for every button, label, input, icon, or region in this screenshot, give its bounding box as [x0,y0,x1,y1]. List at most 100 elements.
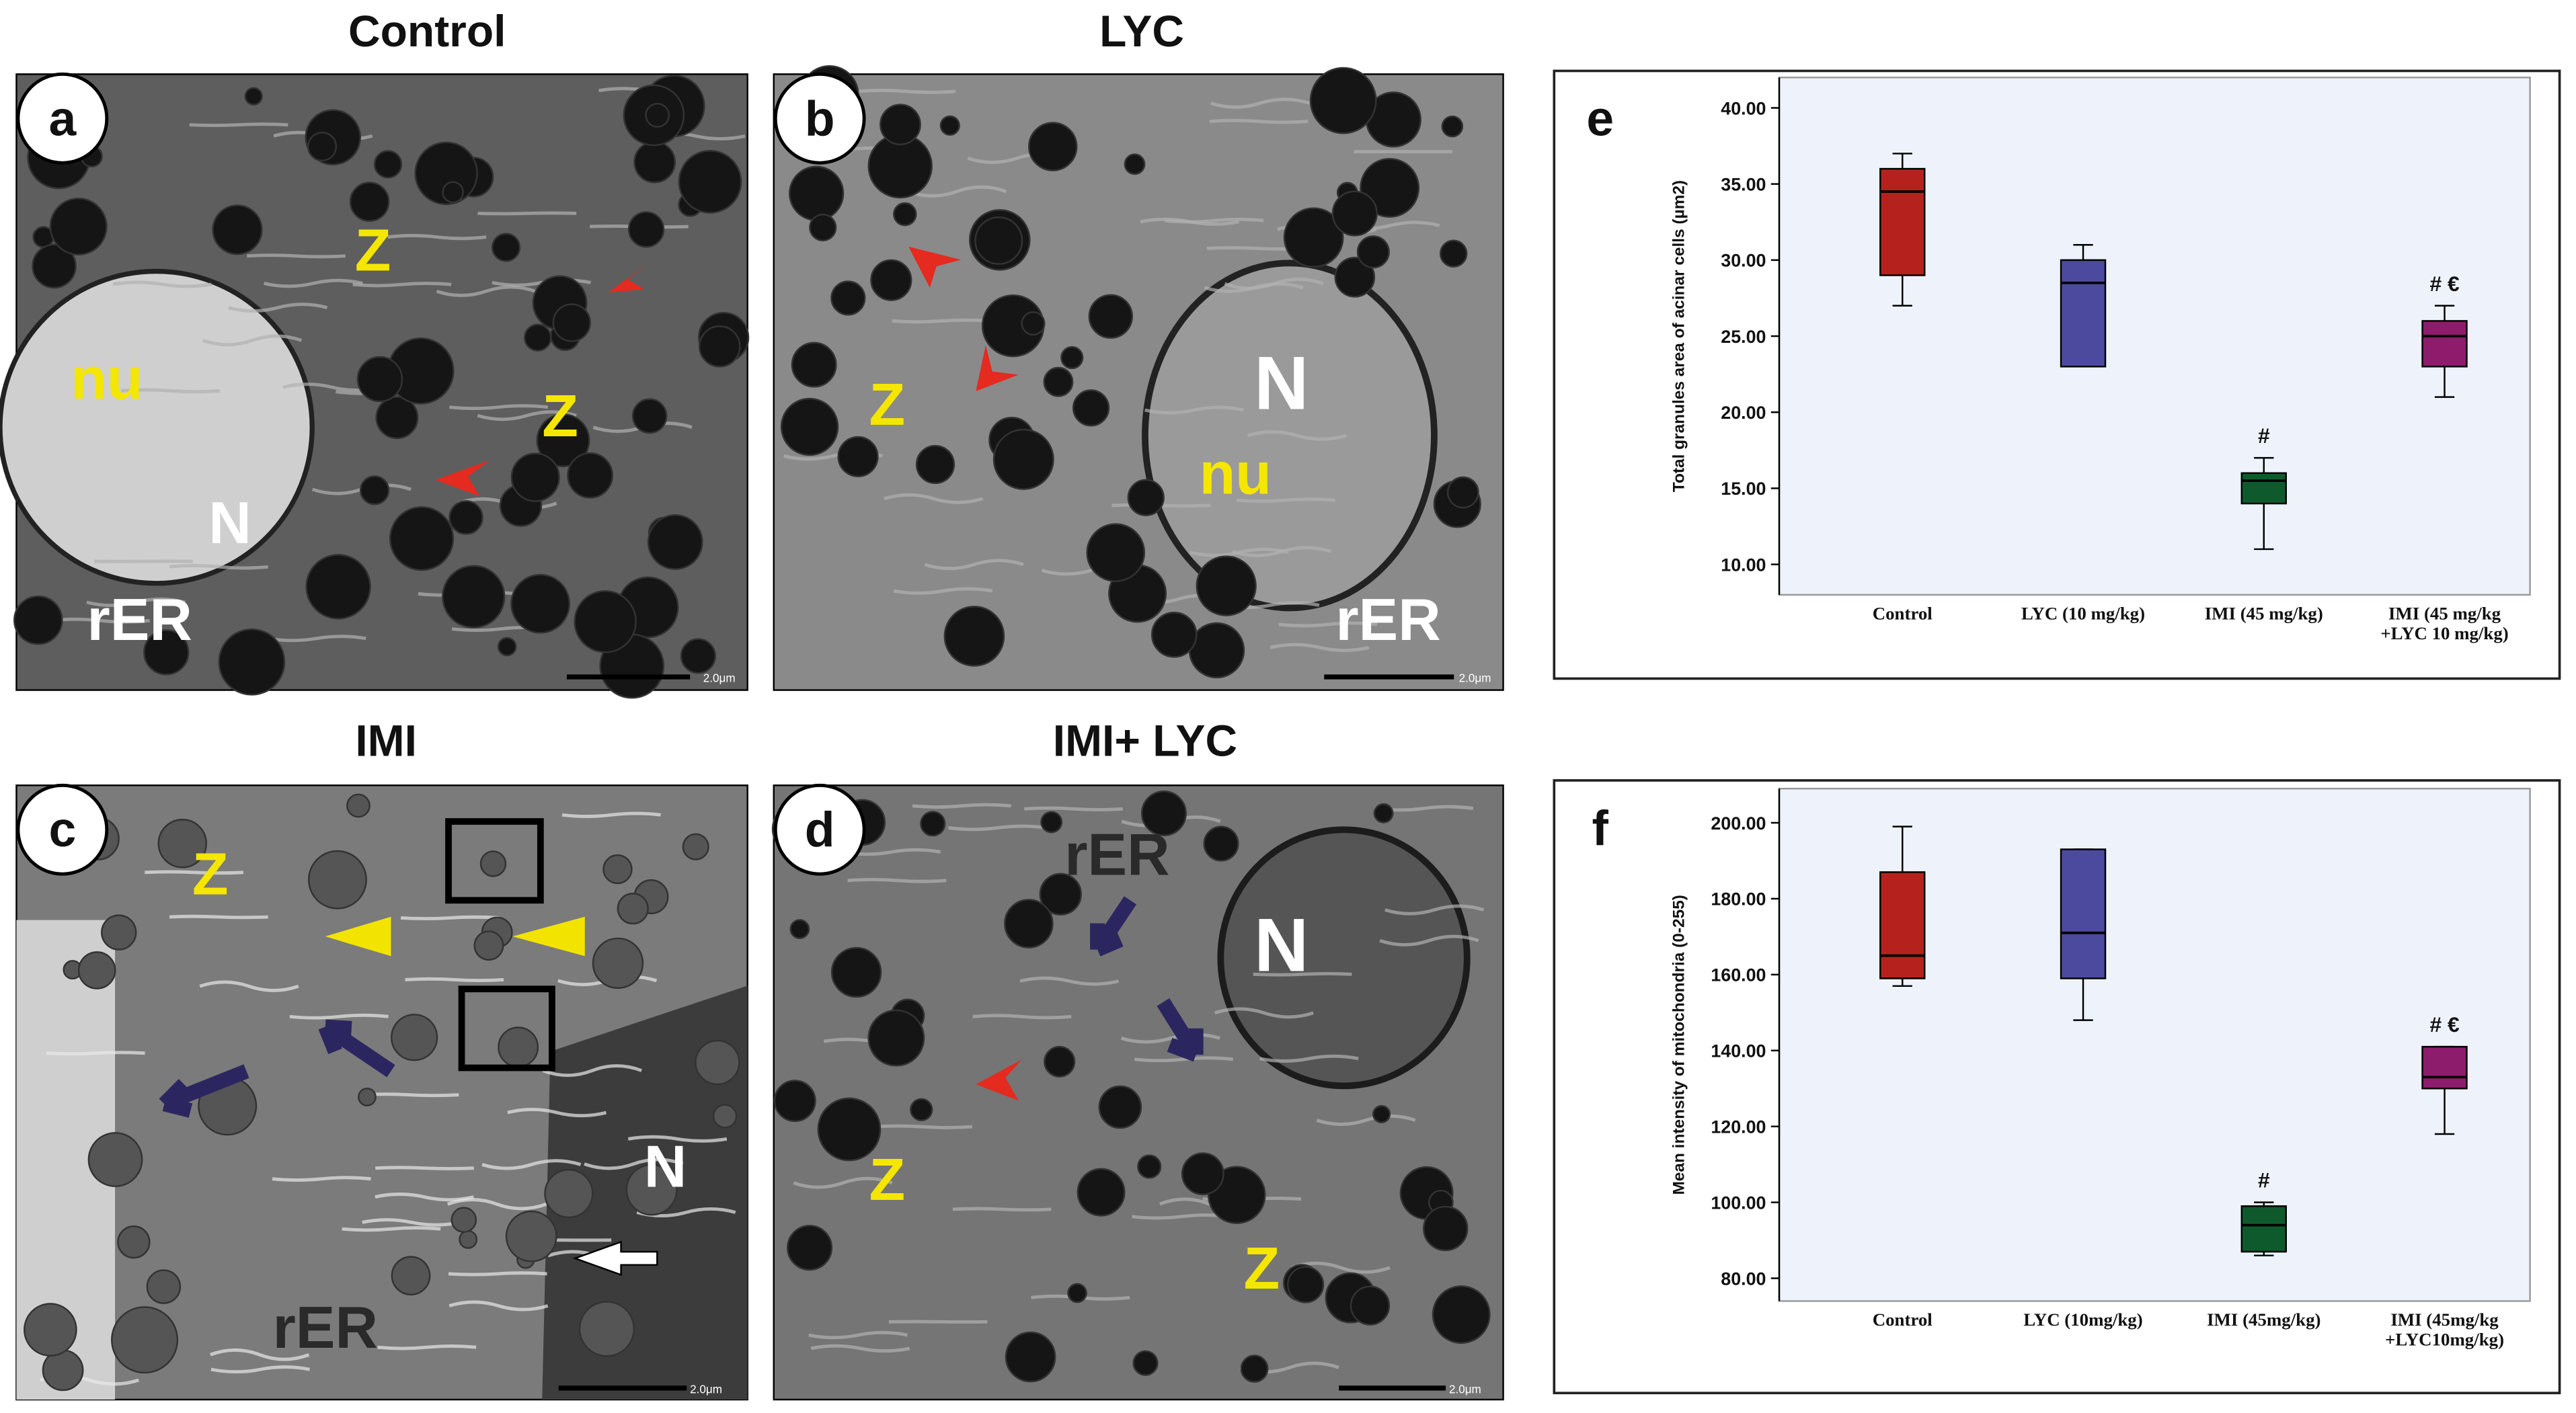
membrane [892,318,991,324]
y-tick-label: 35.00 [1721,174,1766,194]
granule [1040,811,1063,834]
granule [645,102,670,128]
membrane [342,1226,441,1232]
label-n: N [1254,902,1309,987]
granule [111,1306,179,1374]
granule [1283,207,1344,268]
granule [442,565,506,629]
x-tick-line: Control [1873,604,1933,624]
granule [682,833,709,860]
membrane [86,597,186,607]
granule [789,165,845,221]
membrane [272,1176,371,1182]
nucleus [1217,826,1471,1090]
granule [32,243,77,289]
x-tick-line: IMI (45mg/kg) [2207,1309,2320,1330]
red-arrowhead [908,246,962,288]
granule [1137,1154,1162,1179]
granule [1124,153,1146,175]
membrane [948,824,1048,832]
granule [1067,1283,1087,1303]
granule [1077,1168,1126,1217]
x-tick-label: LYC (10mg/kg) [2023,1309,2142,1330]
granule [1423,1205,1469,1252]
y-tick-label: 15.00 [1721,479,1766,499]
membrane [169,914,268,920]
granule [678,150,742,214]
granule [910,1098,933,1121]
granule [544,1168,594,1219]
significance-mark: # € [2429,272,2459,296]
membrane [436,285,536,297]
granule [1150,611,1198,658]
y-tick-label: 200.00 [1711,813,1766,834]
membrane [1132,1213,1231,1220]
box [2421,1045,2468,1090]
significance-mark: # [2258,1168,2270,1193]
granule [592,937,644,990]
label-rer: rER [1335,586,1440,653]
membrane [507,1108,607,1118]
red-arrowhead [976,1059,1022,1101]
panel-title: IMI+ LYC [1053,715,1237,765]
membrane [808,1330,908,1340]
granule [510,452,560,502]
granule [1088,294,1133,339]
x-tick-label: IMI (45 mg/kg) [2205,604,2323,624]
badge [16,72,109,165]
granule [791,341,837,388]
membrane [884,493,984,504]
granule [1373,803,1394,823]
membrane [972,1014,1072,1020]
granule [1441,115,1464,138]
granule [505,1210,557,1262]
x-tick-label: LYC (10 mg/kg) [2021,604,2145,624]
membrane [893,587,993,595]
x-tick-line: LYC (10 mg/kg) [2021,604,2145,624]
membrane [352,282,452,288]
granule [13,595,63,645]
box-chart: 10.00 15.00 20.00 25.00 30.00 35.00 40.00 Total… [1553,69,2561,680]
box [1879,871,1926,979]
micrograph-c [15,784,748,1401]
label-z: Z [869,371,905,438]
granule [1004,899,1054,948]
granule [523,323,552,352]
scale-label: 2.0μm [1449,1383,1481,1396]
membrane [362,1218,461,1227]
label-z: Z [542,382,578,449]
granule [1334,257,1376,298]
granule [1060,346,1084,370]
label-z: Z [355,216,391,283]
granule [1331,190,1378,237]
membrane [375,1166,474,1170]
blue-arrow [1090,896,1137,957]
y-tick-label: 30.00 [1721,251,1766,271]
granule [1127,479,1165,516]
granule [356,356,403,403]
membrane [1247,430,1347,441]
label-n: N [208,489,251,556]
granule [631,398,668,434]
membrane [448,1271,547,1277]
membrane [1316,1114,1416,1126]
y-tick-label: 120.00 [1711,1117,1766,1137]
membrane [120,388,220,394]
granule [837,436,879,477]
granule [830,946,882,998]
membrane [1278,621,1378,628]
label-rer: rER [1064,821,1169,887]
membrane [199,980,299,992]
panel-letter: a [48,91,77,146]
membrane [847,878,947,883]
significance-mark: # € [2429,1012,2459,1037]
membrane [952,1207,1052,1212]
granule [307,850,367,910]
granule [1309,67,1377,134]
membrane [448,1300,549,1311]
y-axis-label: Total granules area of acinar cells (µm2… [1670,180,1688,492]
plot-area [1778,77,2531,596]
membrane [289,1013,389,1020]
membrane [228,302,328,313]
granule [974,216,1023,265]
